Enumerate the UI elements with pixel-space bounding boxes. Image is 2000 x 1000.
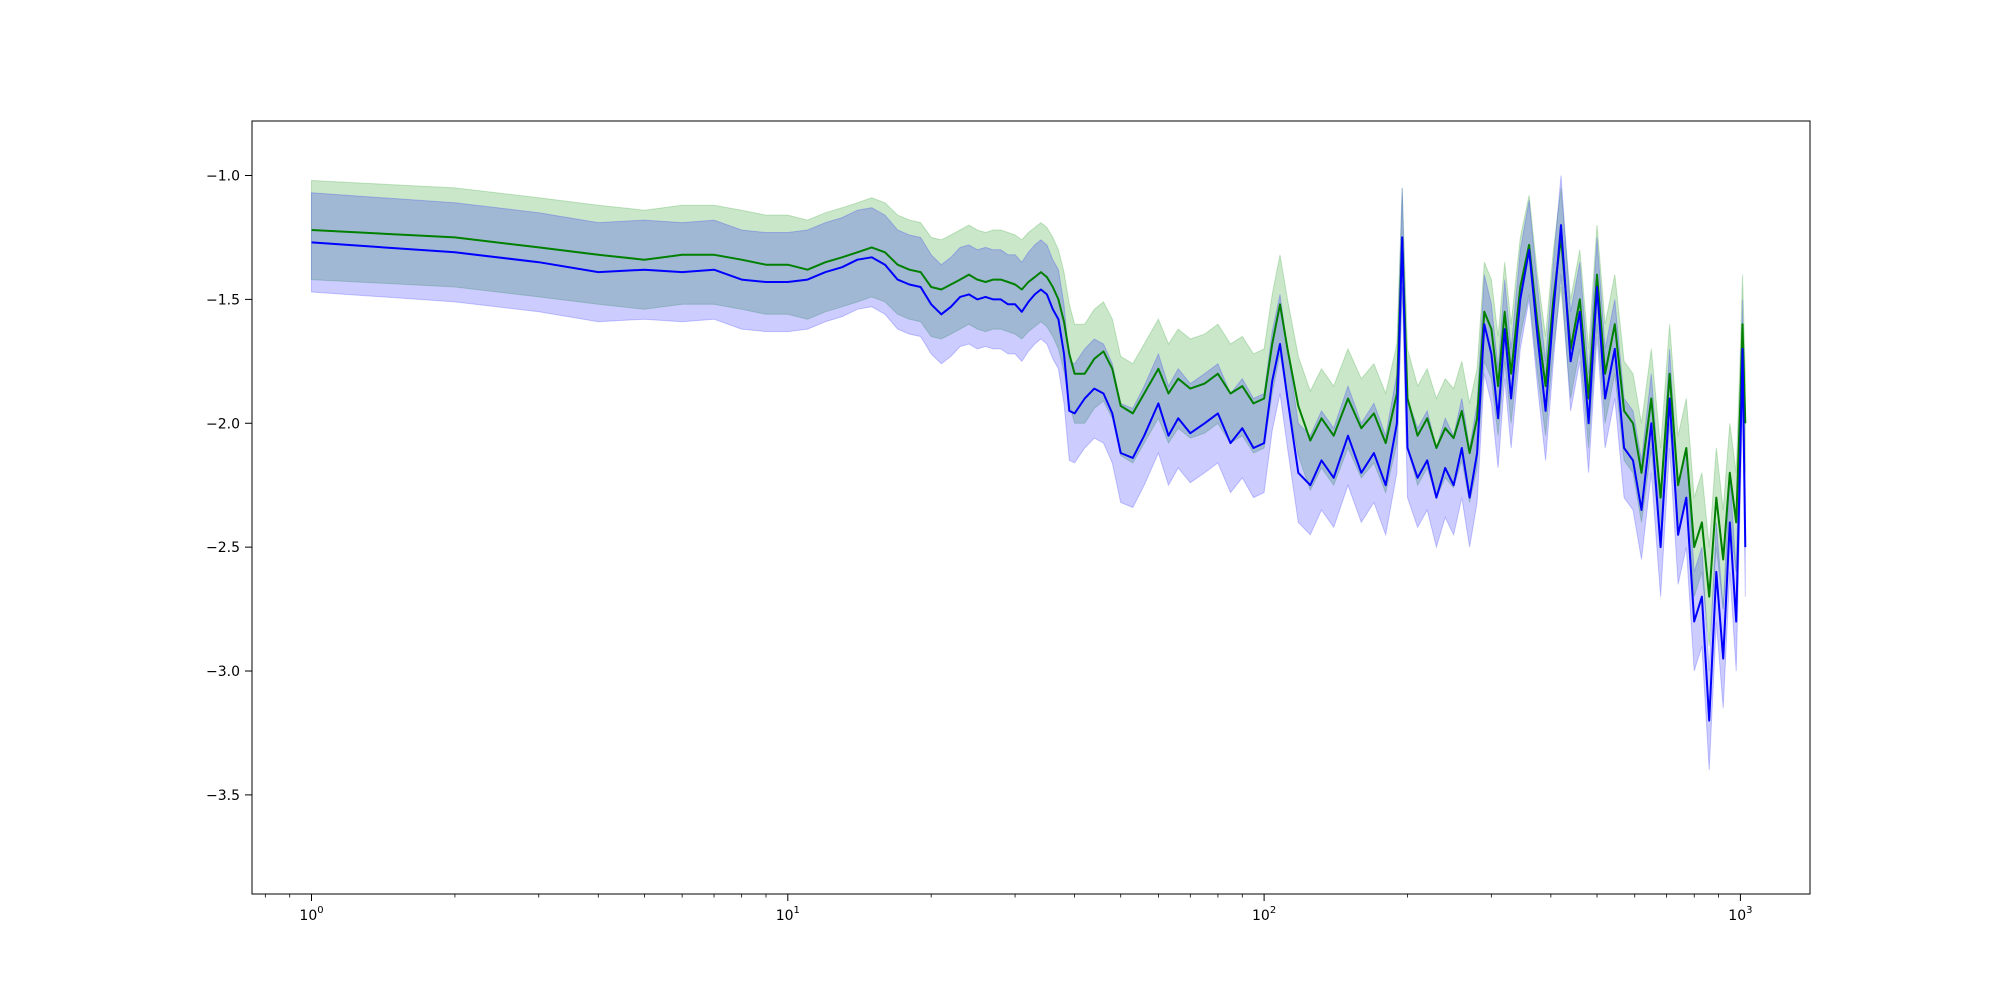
series-0-line	[311, 229, 1747, 598]
series-lines	[311, 224, 1747, 722]
series-0-band	[311, 179, 1746, 647]
x-tick-label: 100	[299, 905, 323, 924]
y-tick-label: −1.5	[206, 292, 240, 308]
y-tick-label: −3.5	[206, 788, 240, 804]
x-axis: 100 101 102 103	[264, 894, 1753, 924]
x-tick-label: 102	[1252, 905, 1276, 924]
y-tick-label: −2.0	[206, 416, 240, 432]
series-1-band	[311, 175, 1746, 771]
x-tick-label: 101	[776, 905, 800, 924]
y-tick-label: −2.5	[206, 540, 240, 556]
confidence-bands	[311, 175, 1746, 771]
y-axis: −1.0 −1.5 −2.0 −2.5 −3.0 −3.5	[206, 169, 252, 804]
plot-area-frame	[251, 120, 1811, 895]
y-tick-label: −3.0	[206, 664, 240, 680]
series-1-line	[311, 224, 1747, 722]
y-tick-label: −1.0	[206, 169, 240, 185]
x-tick-label: 103	[1728, 905, 1752, 924]
